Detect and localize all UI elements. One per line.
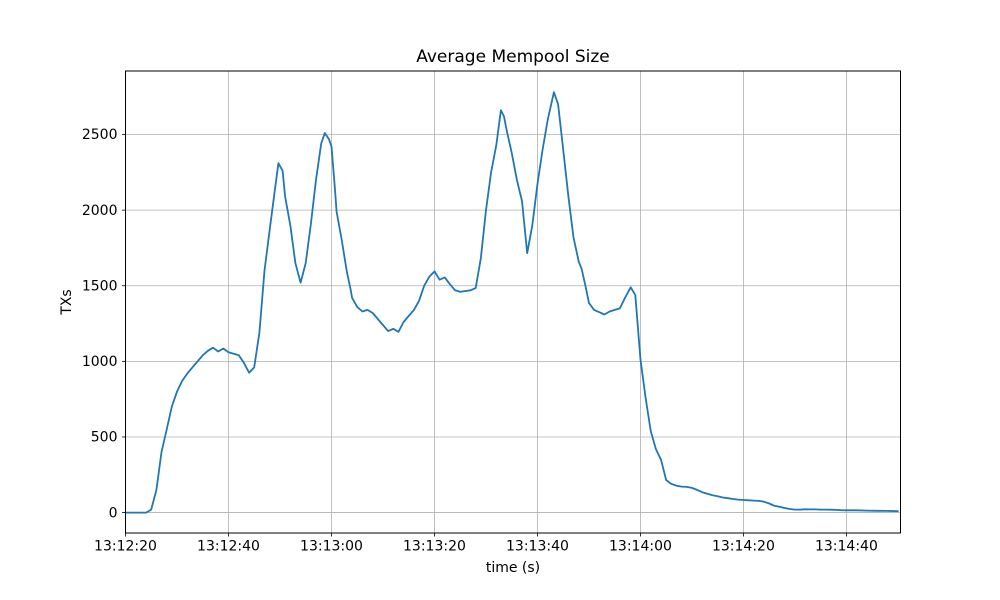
x-tick-label: 13:12:20 [94,539,157,555]
y-tick-label: 1000 [82,354,118,370]
x-tick-label: 13:13:00 [300,539,363,555]
line-series [124,91,899,514]
tick-labels: 13:12:20 13:12:40 13:13:00 13:13:20 13:13:40… [82,127,878,554]
chart-title: Average Mempool Size [416,47,610,67]
y-tick-label: 1500 [82,278,118,294]
y-tick-label: 2500 [82,127,118,143]
y-tick-label: 0 [109,505,118,521]
x-tick-label: 13:13:40 [506,539,569,555]
mempool-size-line [124,91,899,514]
y-axis-label: TXs [59,289,75,315]
x-axis-label: time (s) [486,560,540,576]
x-tick-label: 13:13:20 [403,539,466,555]
grid-lines [125,71,901,533]
y-tick-label: 2000 [82,203,118,219]
y-tick-label: 500 [91,430,118,446]
axis-ticks [122,134,847,537]
x-tick-label: 13:14:20 [712,539,775,555]
x-tick-label: 13:14:40 [815,539,878,555]
x-tick-label: 13:12:40 [197,539,260,555]
x-tick-label: 13:14:00 [609,539,672,555]
plot-border [125,70,901,534]
